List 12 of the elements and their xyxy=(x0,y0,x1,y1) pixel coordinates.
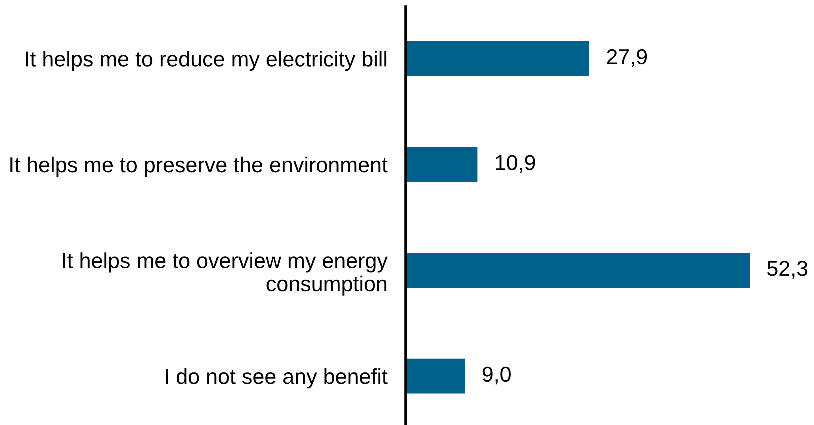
y-tick-label: It helps me to preserve the environment xyxy=(10,156,388,177)
data-label: 52,3 xyxy=(768,261,808,279)
y-tick-label: I do not see any benefit xyxy=(166,368,388,389)
bar xyxy=(406,253,750,288)
y-tick-label: It helps me to reduce my electricity bill xyxy=(26,51,387,72)
data-label: 10,9 xyxy=(496,155,536,173)
bar xyxy=(406,358,466,394)
y-tick-label: It helps me to overview my energy consumption xyxy=(63,252,388,296)
bar xyxy=(406,41,590,76)
data-label: 27,9 xyxy=(607,49,648,68)
data-label: 9,0 xyxy=(482,366,511,385)
bar xyxy=(406,147,478,182)
